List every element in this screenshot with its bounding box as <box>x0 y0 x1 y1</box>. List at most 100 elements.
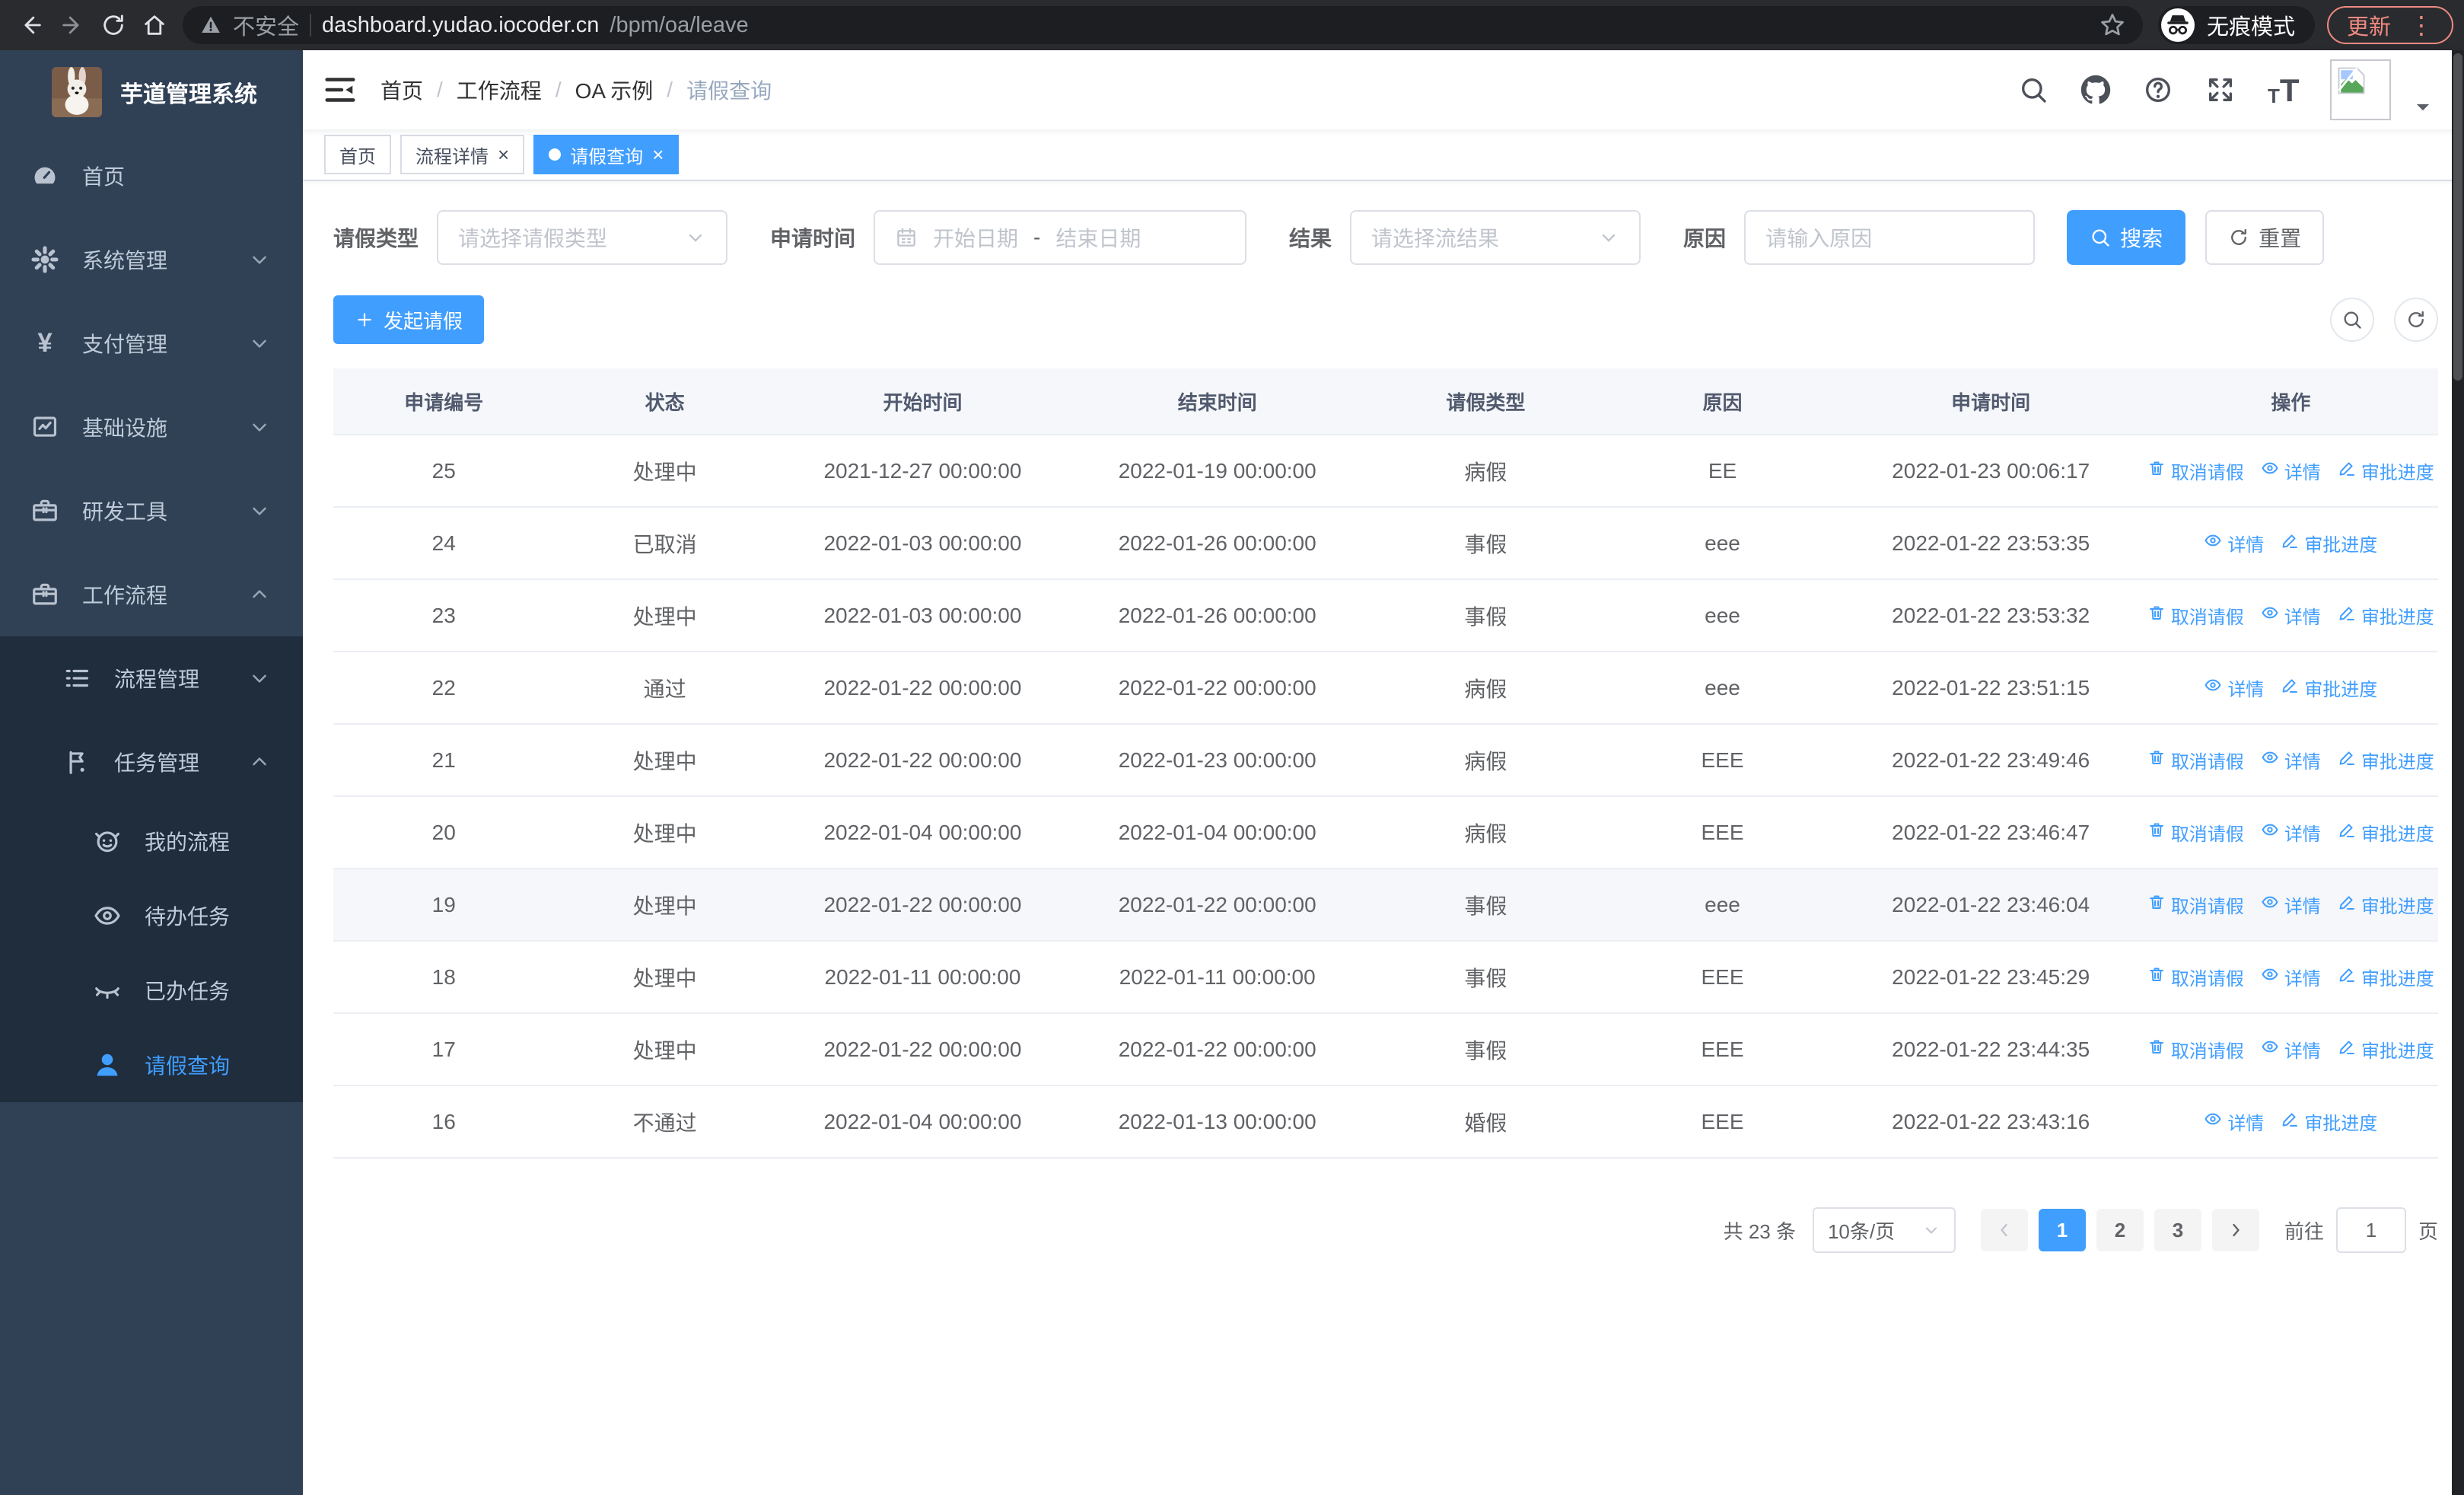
avatar-caret-icon[interactable] <box>2412 97 2434 118</box>
home-icon[interactable] <box>134 5 175 46</box>
detail-link[interactable]: 详情 <box>2261 747 2321 773</box>
close-icon[interactable]: × <box>652 143 664 166</box>
sidebar-item-devtools[interactable]: 研发工具 <box>0 469 303 553</box>
detail-link[interactable]: 详情 <box>2261 457 2321 484</box>
page-button-1[interactable]: 1 <box>2038 1209 2086 1251</box>
tab-process-detail[interactable]: 流程详情 × <box>400 135 525 174</box>
breadcrumb-item[interactable]: 工作流程 <box>456 79 542 103</box>
url-bar[interactable]: 不安全 dashboard.yudao.iocoder.cn/bpm/oa/le… <box>183 6 2143 44</box>
reset-button[interactable]: 重置 <box>2205 210 2325 265</box>
cell-start: 2022-01-22 00:00:00 <box>823 748 1022 772</box>
page-content: 请假类型 请选择请假类型 申请时间 开始日期 - 结束日期 结果 <box>303 181 2464 1495</box>
goto-page-input[interactable]: 1 <box>2335 1207 2406 1253</box>
github-icon[interactable] <box>2080 75 2111 105</box>
browser-menu-icon[interactable]: ⋮ <box>2409 11 2434 39</box>
detail-link[interactable]: 详情 <box>2204 1108 2264 1135</box>
detail-link[interactable]: 详情 <box>2204 674 2264 701</box>
result-select[interactable]: 请选择流结果 <box>1350 210 1641 265</box>
sidebar-item-my-process[interactable]: 我的流程 <box>0 804 303 878</box>
progress-link[interactable]: 审批进度 <box>2338 457 2434 484</box>
cell-id: 17 <box>431 1037 456 1061</box>
cell-actions: 详情 审批进度 <box>2144 1108 2438 1135</box>
reset-button-label: 重置 <box>2259 227 2302 250</box>
cancel-link[interactable]: 取消请假 <box>2147 819 2244 846</box>
prev-page-button[interactable] <box>1980 1209 2028 1251</box>
cancel-link-label: 取消请假 <box>2170 897 2244 917</box>
progress-link[interactable]: 审批进度 <box>2338 602 2434 629</box>
cancel-link[interactable]: 取消请假 <box>2147 602 2244 629</box>
sidebar-item-leave-query[interactable]: 请假查询 <box>0 1028 303 1102</box>
reload-icon[interactable] <box>93 5 134 46</box>
hamburger-icon[interactable] <box>323 72 358 107</box>
eye-icon <box>2261 748 2279 772</box>
progress-link[interactable]: 审批进度 <box>2281 1108 2377 1135</box>
apply-time-range-picker[interactable]: 开始日期 - 结束日期 <box>874 210 1247 265</box>
cancel-link[interactable]: 取消请假 <box>2147 964 2244 990</box>
leave-type-select[interactable]: 请选择请假类型 <box>437 210 728 265</box>
progress-link[interactable]: 审批进度 <box>2338 964 2434 990</box>
sidebar-item-home[interactable]: 首页 <box>0 134 303 218</box>
update-button[interactable]: 更新 ⋮ <box>2326 6 2453 44</box>
cell-actions: 取消请假 详情 审批进度 <box>2144 1036 2438 1063</box>
page-size-select[interactable]: 10条/页 <box>1812 1207 1956 1253</box>
tab-home[interactable]: 首页 <box>324 135 391 174</box>
progress-link[interactable]: 审批进度 <box>2338 1036 2434 1063</box>
browser-scrollbar[interactable] <box>2452 50 2464 1495</box>
breadcrumb-item[interactable]: 首页 <box>380 79 424 103</box>
sidebar: 芋道管理系统 首页 系统管理 ¥ 支付管理 基础设施 研发工具 工作流程 流程管理 任务管理 我的… <box>0 50 303 1495</box>
sidebar-item-task-mgmt[interactable]: 任务管理 <box>0 720 303 804</box>
question-icon[interactable] <box>2143 75 2173 105</box>
sidebar-item-system[interactable]: 系统管理 <box>0 218 303 301</box>
cancel-link[interactable]: 取消请假 <box>2147 1036 2244 1063</box>
sidebar-item-payment[interactable]: ¥ 支付管理 <box>0 301 303 385</box>
cell-type: 事假 <box>1464 532 1507 556</box>
cancel-link[interactable]: 取消请假 <box>2147 891 2244 918</box>
breadcrumb-item[interactable]: OA 示例 <box>575 79 654 103</box>
sidebar-item-workflow[interactable]: 工作流程 <box>0 553 303 636</box>
detail-link[interactable]: 详情 <box>2261 891 2321 918</box>
page-button-3[interactable]: 3 <box>2154 1209 2201 1251</box>
search-button[interactable]: 搜索 <box>2067 210 2186 265</box>
sidebar-item-process-mgmt[interactable]: 流程管理 <box>0 636 303 720</box>
cancel-link[interactable]: 取消请假 <box>2147 747 2244 773</box>
cell-actions: 取消请假 详情 审批进度 <box>2144 891 2438 918</box>
column-header: 申请编号 <box>404 390 484 414</box>
fullscreen-icon[interactable] <box>2205 75 2236 105</box>
progress-link[interactable]: 审批进度 <box>2338 819 2434 846</box>
sidebar-item-todo-tasks[interactable]: 待办任务 <box>0 878 303 953</box>
tab-leave-query[interactable]: 请假查询 × <box>533 135 680 174</box>
refresh-table-button[interactable] <box>2394 298 2438 342</box>
detail-link[interactable]: 详情 <box>2261 819 2321 846</box>
cell-end: 2022-01-26 00:00:00 <box>1118 603 1316 627</box>
eye-icon <box>2204 1110 2222 1133</box>
create-leave-button[interactable]: 发起请假 <box>333 295 485 344</box>
detail-link[interactable]: 详情 <box>2261 1036 2321 1063</box>
bookmark-star-icon[interactable] <box>2099 11 2126 39</box>
progress-link[interactable]: 审批进度 <box>2281 674 2377 701</box>
progress-link[interactable]: 审批进度 <box>2281 530 2377 556</box>
detail-link[interactable]: 详情 <box>2261 602 2321 629</box>
delete-icon <box>2147 459 2166 483</box>
scrollbar-thumb[interactable] <box>2453 53 2462 381</box>
back-icon[interactable] <box>11 5 52 46</box>
search-icon[interactable] <box>2018 75 2049 105</box>
edit-icon <box>2281 676 2299 700</box>
cancel-link[interactable]: 取消请假 <box>2147 457 2244 484</box>
page-button-2[interactable]: 2 <box>2096 1209 2144 1251</box>
eye-icon <box>2261 965 2279 989</box>
detail-link[interactable]: 详情 <box>2261 964 2321 990</box>
reason-input[interactable]: 请输入原因 <box>1744 210 2036 265</box>
avatar[interactable] <box>2330 59 2391 120</box>
close-icon[interactable]: × <box>498 143 510 166</box>
sidebar-item-infrastructure[interactable]: 基础设施 <box>0 385 303 469</box>
show-search-button[interactable] <box>2330 298 2374 342</box>
progress-link[interactable]: 审批进度 <box>2338 891 2434 918</box>
progress-link[interactable]: 审批进度 <box>2338 747 2434 773</box>
dashboard-icon <box>30 161 59 190</box>
sidebar-item-done-tasks[interactable]: 已办任务 <box>0 953 303 1028</box>
incognito-label: 无痕模式 <box>2206 15 2295 40</box>
forward-icon[interactable] <box>52 5 93 46</box>
detail-link[interactable]: 详情 <box>2204 530 2264 556</box>
next-page-button[interactable] <box>2211 1209 2259 1251</box>
